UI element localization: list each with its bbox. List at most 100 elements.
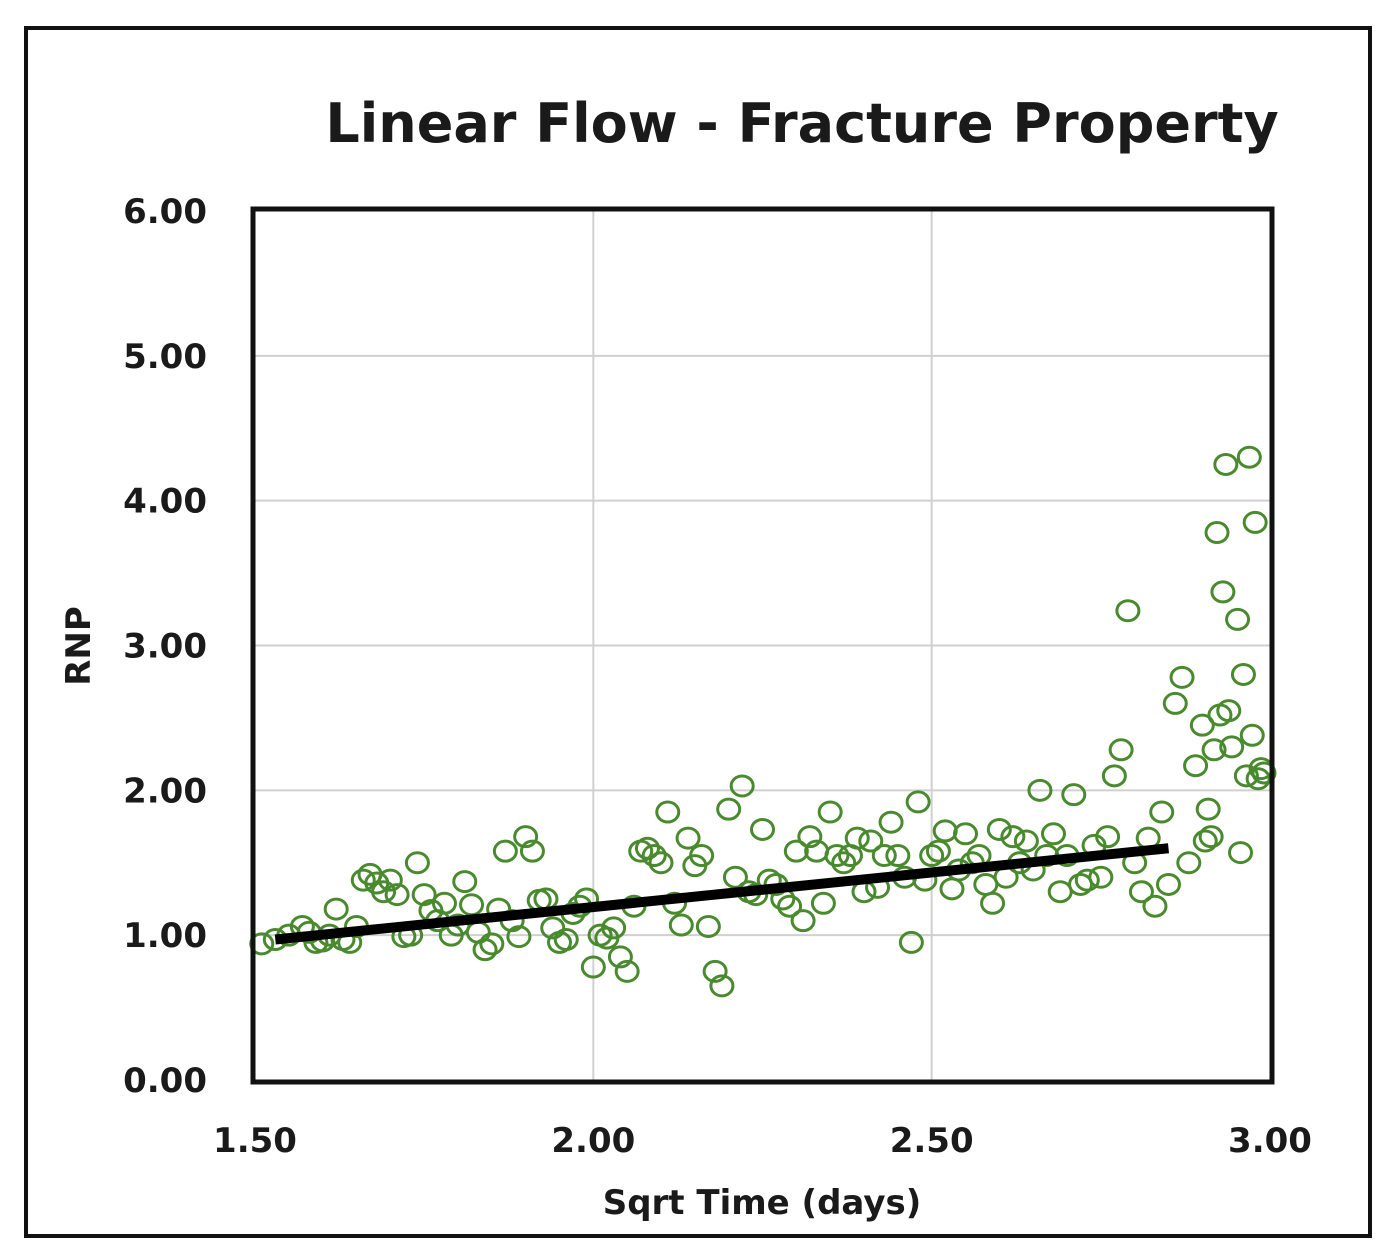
data-point xyxy=(472,938,498,962)
data-point xyxy=(810,891,836,915)
data-point xyxy=(668,913,694,937)
data-point xyxy=(1216,699,1242,723)
data-point xyxy=(655,800,681,824)
data-point xyxy=(1149,800,1175,824)
data-point xyxy=(553,928,579,952)
data-point xyxy=(797,825,823,849)
data-point xyxy=(1013,829,1039,853)
data-points xyxy=(249,445,1277,998)
data-point xyxy=(1128,880,1154,904)
x-tick-label: 3.00 xyxy=(1228,1121,1312,1161)
trendline xyxy=(274,843,1170,945)
data-point xyxy=(1242,510,1268,534)
y-tick-label: 5.00 xyxy=(123,337,207,377)
data-point xyxy=(824,844,850,868)
data-point xyxy=(384,883,410,907)
data-point xyxy=(513,825,539,849)
chart-frame xyxy=(24,26,1372,1238)
data-point xyxy=(1192,829,1218,853)
data-point xyxy=(1040,822,1066,846)
trendline-layer xyxy=(274,843,1170,945)
data-point xyxy=(905,790,931,814)
data-point xyxy=(722,865,748,889)
y-tick-label: 4.00 xyxy=(123,482,207,522)
data-point xyxy=(1225,607,1251,631)
y-tick-label: 2.00 xyxy=(123,771,207,811)
data-point xyxy=(492,839,518,863)
data-point xyxy=(1061,783,1087,807)
data-point xyxy=(729,774,755,798)
data-point xyxy=(939,877,965,901)
data-point xyxy=(377,868,403,892)
data-point xyxy=(925,839,951,863)
data-point xyxy=(1108,738,1134,762)
data-point xyxy=(1074,868,1100,892)
data-point xyxy=(844,826,870,850)
data-point xyxy=(519,839,545,863)
data-point xyxy=(411,883,437,907)
data-point xyxy=(1195,797,1221,821)
x-tick-label: 2.50 xyxy=(890,1121,974,1161)
data-point xyxy=(1233,764,1259,788)
x-tick-label: 1.50 xyxy=(213,1121,297,1161)
data-point xyxy=(716,797,742,821)
data-point xyxy=(1115,599,1141,623)
y-tick-label: 3.00 xyxy=(123,627,207,667)
data-point xyxy=(1201,738,1227,762)
x-axis-label: Sqrt Time (days) xyxy=(603,1183,922,1223)
x-axis-ticks: 1.50 2.00 2.50 3.00 xyxy=(213,1121,1312,1161)
data-point xyxy=(1183,754,1209,778)
data-point xyxy=(1204,521,1230,545)
data-point xyxy=(404,851,430,875)
x-tick-label: 2.00 xyxy=(551,1121,635,1161)
data-point xyxy=(1156,872,1181,896)
data-point xyxy=(506,925,532,949)
data-point xyxy=(986,817,1012,841)
data-point xyxy=(614,959,640,983)
data-point xyxy=(980,891,1006,915)
data-point xyxy=(323,897,349,921)
data-point xyxy=(1219,735,1245,759)
plot-area-border xyxy=(250,206,1275,1085)
grid-lines xyxy=(255,211,1270,1080)
data-point xyxy=(790,909,816,933)
data-point xyxy=(580,955,606,979)
chart-title: Linear Flow - Fracture Property xyxy=(325,92,1278,155)
data-point xyxy=(695,914,721,938)
data-point xyxy=(1095,825,1121,849)
data-point xyxy=(431,891,457,915)
data-point xyxy=(932,819,958,843)
data-point xyxy=(1228,841,1254,865)
data-point xyxy=(898,930,924,954)
data-point xyxy=(1236,445,1262,469)
data-point xyxy=(1176,851,1202,875)
y-tick-label: 1.00 xyxy=(123,916,207,956)
y-axis-ticks: 0.00 1.00 2.00 3.00 4.00 5.00 6.00 xyxy=(123,192,207,1101)
data-point xyxy=(1245,767,1271,791)
data-point xyxy=(1142,894,1168,918)
data-point xyxy=(817,800,843,824)
data-point xyxy=(1239,723,1265,747)
y-tick-label: 0.00 xyxy=(123,1061,207,1101)
data-point xyxy=(1189,713,1215,737)
data-point xyxy=(675,826,701,850)
data-point xyxy=(648,851,674,875)
data-point xyxy=(634,836,660,860)
data-point xyxy=(831,851,857,875)
data-point xyxy=(641,844,667,868)
data-point xyxy=(1230,662,1256,686)
data-point xyxy=(1088,865,1114,889)
data-point xyxy=(371,880,397,904)
data-point xyxy=(783,839,809,863)
data-point xyxy=(1213,452,1239,476)
data-point xyxy=(709,974,735,998)
data-point xyxy=(750,817,775,841)
data-point xyxy=(1251,761,1277,785)
data-point xyxy=(1000,825,1026,849)
data-point xyxy=(601,916,627,940)
data-point xyxy=(350,868,376,892)
data-point xyxy=(1027,778,1053,802)
data-point xyxy=(858,829,884,853)
data-point xyxy=(479,932,505,956)
